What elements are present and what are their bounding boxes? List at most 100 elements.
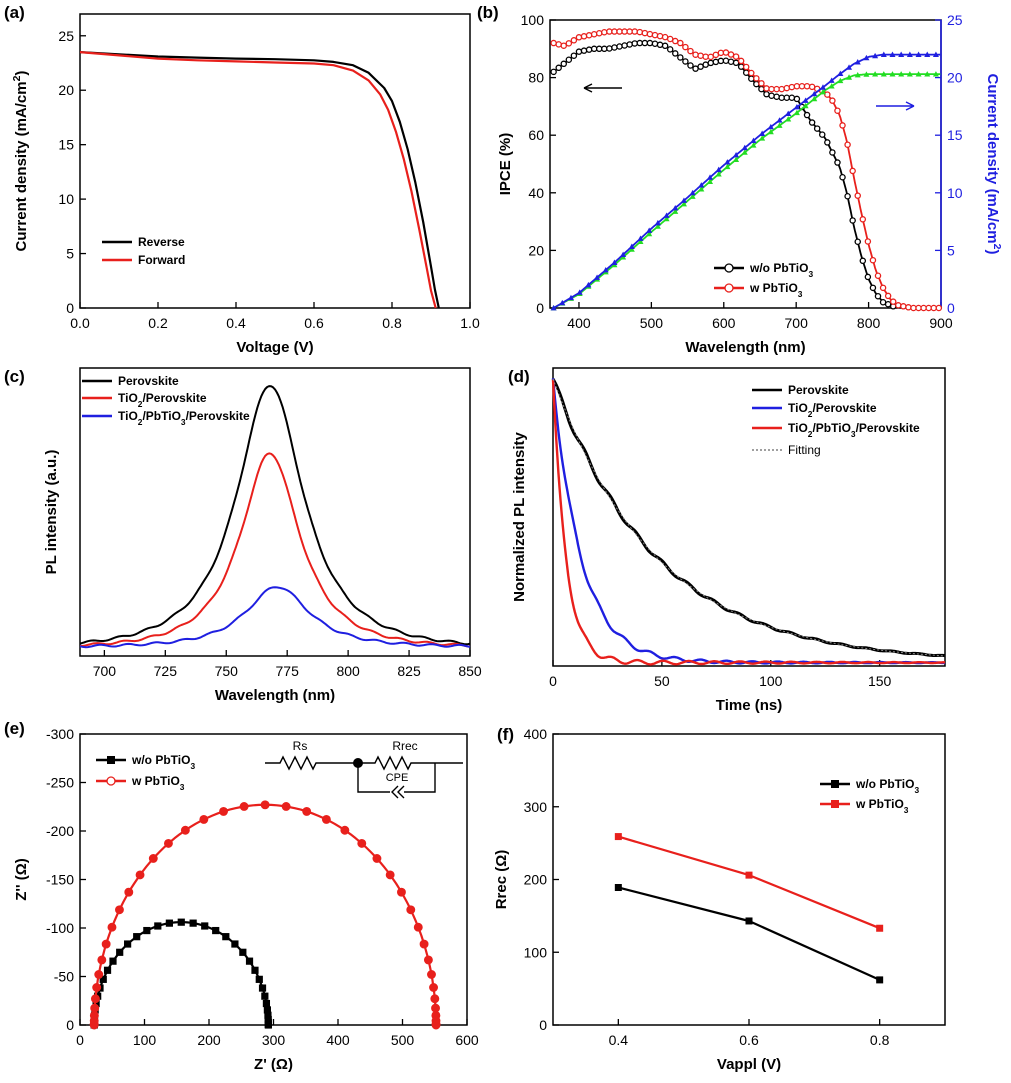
series-point-0 [793,95,801,103]
nyquist-point-1 [260,800,270,810]
series-point-1 [879,284,887,292]
y-tick-label: 0 [539,1017,547,1033]
rrec-point-1 [876,924,884,932]
y-tick-label: 100 [521,12,545,28]
nyquist-point-1 [107,922,117,932]
legend-fitting-label: Fitting [788,443,821,457]
series-point-1 [631,28,638,35]
x-tick-label: 0.8 [870,1032,890,1048]
series-point-3 [680,197,687,203]
series-point-2 [828,83,835,89]
nyquist-point-0 [212,926,220,935]
y2-tick-label: 20 [947,70,963,86]
series-point-1 [682,43,689,51]
x-tick-label: 0.4 [609,1032,629,1048]
x-tick-label: 0 [549,673,557,689]
series-point-0 [773,93,780,101]
series-point-1 [884,292,892,300]
nyquist-point-1 [92,983,102,992]
series-point-0 [666,46,674,53]
x-axis-title: Voltage (V) [236,339,313,356]
nyquist-point-0 [109,957,117,965]
rrec-point-1 [745,871,753,879]
nyquist-point-1 [135,870,145,880]
series-point-1 [742,63,750,71]
x-tick-label: 300 [262,1032,286,1048]
resistor-rs-icon [265,755,358,771]
resistor-rrec-icon [358,755,463,771]
series-point-1 [565,40,573,47]
x-tick-label: 750 [215,663,239,679]
series-point-1 [636,28,644,36]
y2-tick-label: 15 [947,127,963,143]
series-point-3 [594,274,601,280]
series-point-0 [844,193,851,200]
series-point-3 [828,77,835,83]
legend-wo-pbtio3-f-label: w/o PbTiO3 [855,777,919,795]
series-point-2 [767,128,774,135]
series-point-0 [677,54,684,61]
series-point-2 [741,149,748,155]
nyquist-point-0 [245,957,254,965]
nyquist-point-0 [133,933,141,941]
nyquist-point-1 [124,887,134,897]
series-point-1 [869,256,877,264]
series-point-1 [601,28,608,36]
legend-tio2-pbtio3-perovskite-label: TiO2/PbTiO3/Perovskite [118,409,250,427]
nyquist-point-1 [199,814,209,824]
series-point-0 [859,257,867,265]
series-point-1 [585,32,593,39]
y-tick-label: 20 [528,242,544,258]
series-point-2 [932,71,939,77]
series-point-0 [819,131,826,138]
series-point-1 [590,31,598,38]
legend-w-pbtio3-marker [724,283,734,293]
y2-tick-label: 5 [947,242,955,258]
legend-wo-pbtio3-e-marker [107,756,115,764]
series-point-1 [717,49,725,57]
series-point-1 [656,32,664,40]
circuit-label-rs: Rs [293,739,308,753]
series-point-1 [935,304,943,312]
series-point-0 [854,238,861,246]
series-point-1 [702,53,709,60]
legend-perovskite-label: Perovskite [118,374,179,388]
nyquist-point-0 [92,999,100,1008]
series-point-0 [565,56,573,63]
nyquist-point-1 [413,922,423,932]
series-point-0 [570,52,578,59]
series-point-3 [819,84,826,90]
nyquist-point-0 [103,966,112,974]
series-point-3 [689,189,696,196]
series-point-1 [839,122,846,129]
nyquist-point-0 [177,918,185,926]
nyquist-point-0 [239,948,247,956]
series-point-0 [808,119,816,126]
series-point-0 [672,50,679,57]
plot-frame-a [79,13,471,309]
x-tick-label: 800 [857,315,881,331]
rrec-point-0 [614,884,622,892]
series-point-2 [872,71,879,77]
series-point-3 [611,259,618,265]
series-point-2 [802,102,809,109]
series-point-2 [846,74,853,80]
series-point-1 [788,83,796,91]
series-point-0 [707,59,714,67]
y-tick-label: 100 [524,944,548,960]
series-point-2 [863,71,870,77]
series-point-3 [663,212,670,218]
legend-w-pbtio3-e-marker [106,776,116,786]
series-point-0 [687,62,694,69]
series-point-3 [837,70,844,77]
nyquist-point-1 [281,802,291,811]
series-point-3 [811,90,818,97]
series-point-1 [844,141,851,148]
panel-label: (c) [4,367,25,386]
legend-tio2-perovskite-label: TiO2/Perovskite [118,391,207,409]
legend-wo-pbtio3-f-marker [831,780,839,788]
series-point-3 [646,227,653,233]
nyquist-point-1 [423,955,433,965]
series-point-1 [692,51,699,58]
